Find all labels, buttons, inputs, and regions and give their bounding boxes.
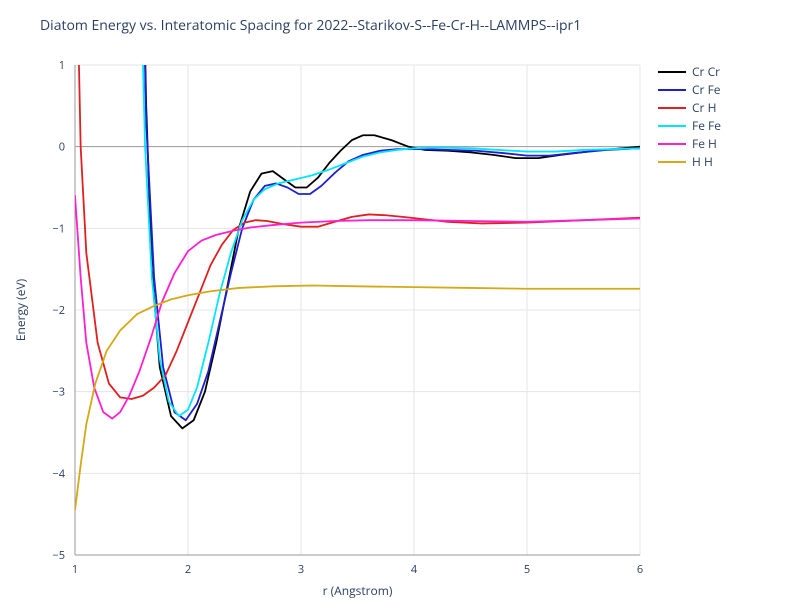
legend-label[interactable]: H H (692, 153, 713, 170)
x-tick-label: 5 (524, 562, 530, 577)
legend-label[interactable]: Cr Cr (692, 63, 720, 80)
series-h-h (75, 286, 640, 511)
legend-label[interactable]: Fe Fe (692, 117, 721, 134)
x-tick-label: 2 (185, 562, 191, 577)
energy-chart: Diatom Energy vs. Interatomic Spacing fo… (0, 0, 800, 600)
x-tick-label: 6 (637, 562, 643, 577)
x-axis-label: r (Angstrom) (323, 582, 393, 599)
chart-title: Diatom Energy vs. Interatomic Spacing fo… (40, 16, 581, 35)
series-cr-cr (141, 0, 640, 428)
legend-label[interactable]: Cr H (692, 99, 716, 116)
series-group (75, 0, 640, 510)
y-tick-label: −1 (52, 221, 65, 236)
legend: Cr CrCr FeCr HFe FeFe HH H (658, 63, 721, 170)
x-tick-label: 4 (411, 562, 418, 577)
series-fe-h (75, 196, 640, 419)
y-tick-label: 0 (59, 140, 65, 155)
y-tick-label: 1 (59, 58, 65, 73)
y-tick-label: −2 (52, 303, 65, 318)
y-tick-label: −5 (52, 548, 65, 563)
legend-label[interactable]: Fe H (692, 135, 717, 152)
legend-label[interactable]: Cr Fe (692, 81, 721, 98)
y-axis-label: Energy (eV) (12, 278, 29, 341)
chart-container: Diatom Energy vs. Interatomic Spacing fo… (0, 0, 800, 600)
series-cr-fe (141, 0, 640, 420)
axes: 1 2 3 4 5 6 −5 −4 −3 −2 −1 0 1 (52, 58, 643, 577)
y-tick-label: −3 (52, 385, 65, 400)
y-tick-label: −4 (52, 466, 65, 481)
x-tick-label: 1 (72, 562, 78, 577)
x-tick-label: 3 (298, 562, 304, 577)
